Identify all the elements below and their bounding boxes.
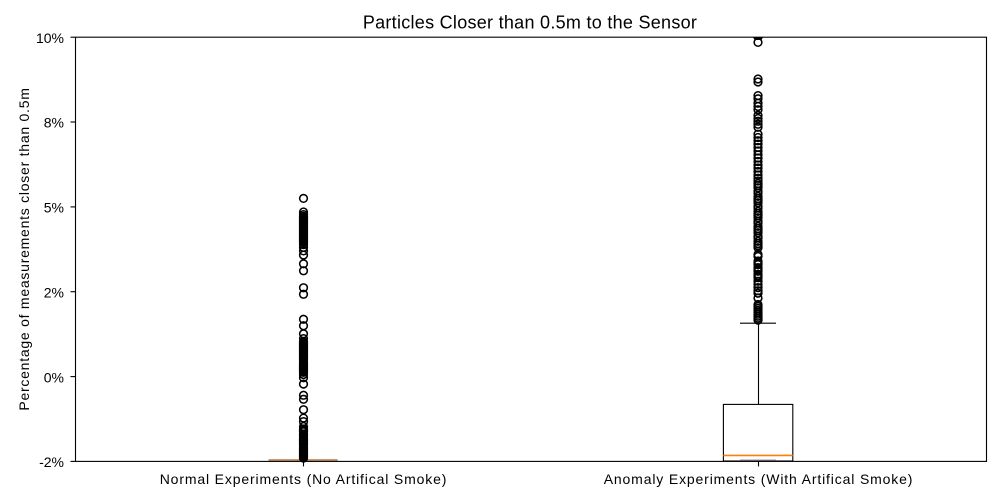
svg-text:Normal Experiments (No Artific: Normal Experiments (No Artifical Smoke) [160, 471, 448, 487]
svg-text:Percentage of measurements clo: Percentage of measurements closer than 0… [16, 87, 32, 410]
svg-text:8%: 8% [44, 115, 64, 131]
svg-text:2%: 2% [44, 284, 64, 300]
svg-text:-2%: -2% [39, 454, 64, 470]
svg-text:0%: 0% [44, 369, 64, 385]
svg-text:10%: 10% [36, 30, 64, 46]
svg-text:5%: 5% [44, 200, 64, 216]
svg-text:Anomaly Experiments (With Arti: Anomaly Experiments (With Artifical Smok… [604, 471, 914, 487]
svg-text:Particles Closer than 0.5m to: Particles Closer than 0.5m to the Sensor [363, 13, 697, 33]
